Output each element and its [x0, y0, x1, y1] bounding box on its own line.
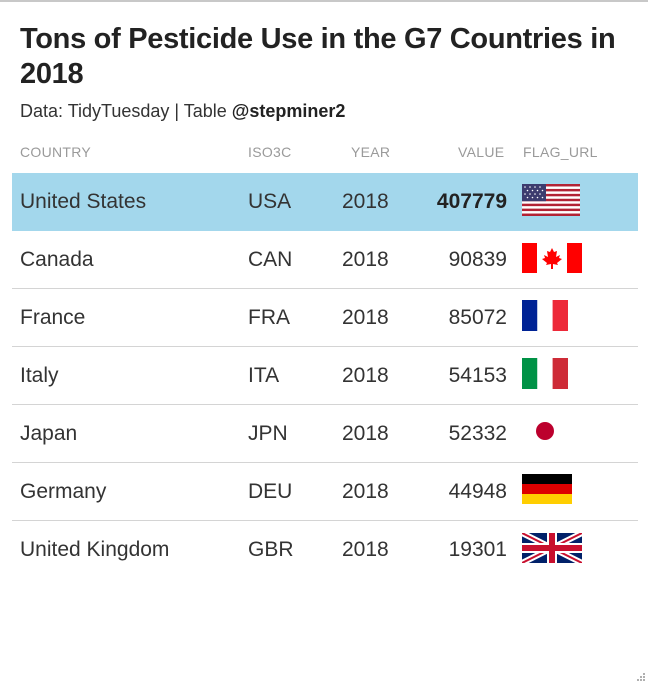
cell-value: 54153: [448, 364, 507, 387]
table-row[interactable]: Japan JPN 2018 52332: [12, 405, 638, 463]
cell-year: 2018: [342, 422, 389, 445]
header-country[interactable]: COUNTRY: [20, 144, 92, 160]
header-flag-url[interactable]: FLAG_URL: [523, 144, 598, 160]
uk-flag-icon: [522, 532, 584, 566]
us-flag-icon: [522, 184, 584, 218]
cell-iso3c: USA: [248, 190, 292, 213]
germany-flag-icon: [522, 474, 584, 508]
france-flag-icon: [522, 300, 584, 334]
cell-value: 19301: [448, 538, 507, 561]
cell-country: France: [20, 306, 86, 329]
cell-value: 85072: [448, 306, 507, 329]
canada-flag-icon: [522, 242, 584, 276]
chart-title: Tons of Pesticide Use in the G7 Countrie…: [20, 23, 616, 90]
table-body: United States USA 2018 407779: [12, 173, 638, 578]
cell-value: 52332: [448, 422, 507, 445]
chart-subtitle: Data: TidyTuesday | Table @stepminer2: [20, 101, 345, 122]
header-value[interactable]: VALUE: [458, 144, 505, 160]
cell-country: United States: [20, 190, 147, 213]
subtitle-handle: @stepminer2: [231, 101, 346, 121]
cell-country: United Kingdom: [20, 538, 170, 561]
cell-year: 2018: [342, 364, 389, 387]
cell-year: 2018: [342, 480, 389, 503]
header-iso3c[interactable]: ISO3C: [248, 144, 292, 160]
table-row[interactable]: Italy ITA 2018 54153: [12, 347, 638, 405]
table-row[interactable]: United States USA 2018 407779: [12, 173, 638, 231]
table-header: COUNTRY ISO3C YEAR VALUE FLAG_URL: [20, 144, 640, 164]
cell-iso3c: DEU: [248, 480, 293, 503]
table-row[interactable]: France FRA 2018 85072: [12, 289, 638, 347]
subtitle-source: Data: TidyTuesday | Table: [20, 101, 232, 121]
cell-iso3c: CAN: [248, 248, 293, 271]
cell-country: Italy: [20, 364, 59, 387]
cell-iso3c: ITA: [248, 364, 280, 387]
cell-country: Canada: [20, 248, 94, 271]
cell-country: Japan: [20, 422, 78, 445]
resize-handle-icon[interactable]: [634, 671, 646, 683]
table-row[interactable]: United Kingdom GBR 2018 19301: [12, 521, 638, 578]
japan-flag-icon: [522, 416, 584, 450]
cell-iso3c: GBR: [248, 538, 294, 561]
table-row[interactable]: Canada CAN 2018 90839: [12, 231, 638, 289]
header-year[interactable]: YEAR: [351, 144, 391, 160]
cell-value: 44948: [448, 480, 507, 503]
cell-value: 407779: [436, 190, 507, 213]
cell-country: Germany: [20, 480, 107, 503]
cell-value: 90839: [448, 248, 507, 271]
italy-flag-icon: [522, 358, 584, 392]
cell-year: 2018: [342, 190, 389, 213]
top-border: [0, 0, 648, 2]
table-row[interactable]: Germany DEU 2018 44948: [12, 463, 638, 521]
cell-iso3c: FRA: [248, 306, 290, 329]
cell-year: 2018: [342, 306, 389, 329]
cell-year: 2018: [342, 248, 389, 271]
cell-iso3c: JPN: [248, 422, 288, 445]
cell-year: 2018: [342, 538, 389, 561]
